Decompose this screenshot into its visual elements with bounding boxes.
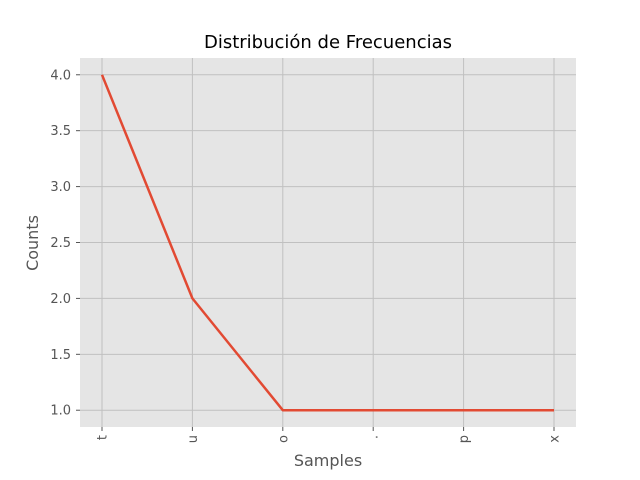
x-axis-label: Samples bbox=[294, 451, 362, 470]
x-tick-label: o bbox=[276, 435, 291, 443]
y-tick-label: 2.0 bbox=[50, 292, 71, 307]
y-tick-label: 1.0 bbox=[50, 404, 71, 419]
chart-title: Distribución de Frecuencias bbox=[204, 32, 452, 53]
x-tick-label: t bbox=[96, 435, 111, 440]
y-tick-label: 3.5 bbox=[50, 124, 71, 139]
y-tick-label: 3.0 bbox=[50, 180, 71, 195]
x-tick-label: . bbox=[367, 435, 382, 439]
y-tick-label: 2.5 bbox=[50, 236, 71, 251]
y-axis-label: Counts bbox=[23, 215, 42, 271]
x-tick-label: p bbox=[457, 435, 472, 443]
series-layer bbox=[100, 74, 554, 412]
x-tick-label: x bbox=[548, 435, 563, 443]
grid bbox=[80, 58, 576, 427]
y-tick-label: 1.5 bbox=[50, 348, 71, 363]
y-axis-ticks: 1.0 1.5 2.0 2.5 3.0 3.5 4.0 bbox=[50, 68, 80, 419]
x-axis-ticks: t u o. p x bbox=[96, 427, 563, 443]
x-tick-label: u bbox=[186, 435, 201, 443]
y-tick-label: 4.0 bbox=[50, 68, 71, 83]
series-line bbox=[100, 74, 554, 412]
